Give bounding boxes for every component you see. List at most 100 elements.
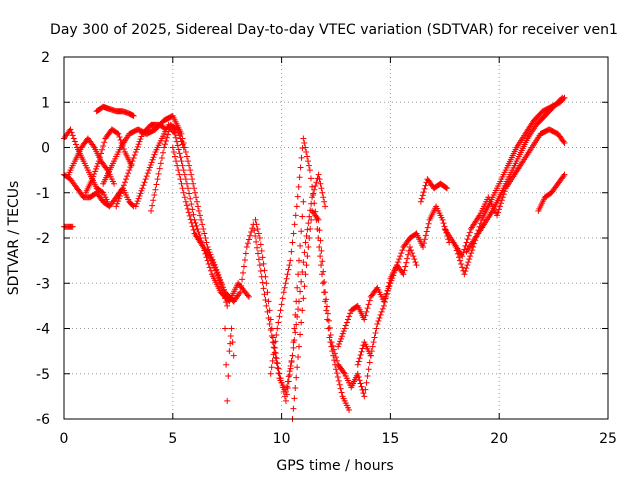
data-point xyxy=(373,325,380,332)
data-point xyxy=(186,162,193,169)
data-point xyxy=(119,185,126,192)
data-point xyxy=(421,185,428,192)
data-point xyxy=(238,282,245,289)
data-point xyxy=(324,310,331,317)
data-point xyxy=(165,128,172,135)
series-track-23 xyxy=(61,223,76,230)
data-point xyxy=(261,267,268,274)
data-point xyxy=(295,306,302,313)
x-tick-label: 10 xyxy=(273,431,291,447)
data-point xyxy=(197,212,203,219)
data-point xyxy=(162,141,169,148)
data-point xyxy=(328,339,335,346)
data-point xyxy=(128,161,135,168)
data-point xyxy=(257,241,264,248)
data-point xyxy=(273,331,280,338)
data-point xyxy=(242,250,249,257)
data-point xyxy=(382,295,389,302)
data-point xyxy=(240,269,247,276)
data-point xyxy=(210,262,217,269)
data-point xyxy=(320,194,327,201)
data-points xyxy=(61,94,568,422)
series-track-17 xyxy=(354,203,453,368)
data-point xyxy=(297,288,304,295)
series-track-13 xyxy=(252,198,307,404)
data-point xyxy=(288,359,295,366)
data-point xyxy=(194,203,201,210)
data-point xyxy=(131,152,138,159)
data-point xyxy=(239,276,246,283)
data-point xyxy=(315,216,322,223)
data-point xyxy=(380,302,387,309)
data-point xyxy=(127,164,134,171)
data-point xyxy=(296,174,303,181)
data-point xyxy=(319,271,326,278)
data-point xyxy=(331,357,338,364)
data-point xyxy=(321,198,328,205)
data-point xyxy=(117,190,124,197)
data-point xyxy=(225,373,232,380)
data-point xyxy=(498,197,505,204)
data-point xyxy=(151,192,158,199)
data-point xyxy=(254,244,261,251)
data-point xyxy=(182,176,189,183)
data-point xyxy=(322,203,329,210)
y-tick-label: -2 xyxy=(36,231,50,247)
data-point xyxy=(462,242,469,249)
data-point xyxy=(130,112,137,119)
data-point xyxy=(129,202,136,209)
data-point xyxy=(223,299,230,306)
data-point xyxy=(187,167,194,174)
data-point xyxy=(202,235,209,241)
data-point xyxy=(329,342,336,349)
data-point xyxy=(138,133,145,140)
data-point xyxy=(386,279,393,286)
data-point xyxy=(365,366,372,373)
data-point xyxy=(150,154,157,161)
data-point xyxy=(285,373,292,380)
data-point xyxy=(354,370,361,377)
data-point xyxy=(292,212,299,219)
data-point xyxy=(326,334,333,341)
data-point xyxy=(298,278,305,285)
data-point xyxy=(142,176,149,183)
data-point xyxy=(175,167,182,174)
y-tick-label: -5 xyxy=(36,367,50,383)
data-point xyxy=(263,280,270,287)
data-point xyxy=(300,135,307,142)
data-point xyxy=(419,192,426,199)
data-point xyxy=(169,144,176,151)
data-point xyxy=(357,380,364,387)
data-point xyxy=(302,239,309,246)
data-point xyxy=(420,244,427,251)
data-point xyxy=(289,352,296,359)
data-point xyxy=(206,264,213,271)
data-point xyxy=(403,259,410,266)
data-point xyxy=(322,289,329,296)
data-point xyxy=(376,314,383,321)
data-point xyxy=(193,194,200,201)
data-point xyxy=(244,292,251,299)
data-point xyxy=(460,249,467,256)
data-point xyxy=(285,266,292,273)
data-point xyxy=(117,136,124,143)
data-point xyxy=(148,207,155,214)
data-point xyxy=(243,244,250,251)
data-point xyxy=(283,391,290,398)
data-point xyxy=(310,192,317,199)
data-point xyxy=(170,149,177,156)
y-tick-label: -3 xyxy=(36,276,50,292)
y-tick-label: 2 xyxy=(41,50,50,66)
data-point xyxy=(138,187,145,194)
data-point xyxy=(558,95,565,102)
data-point xyxy=(91,171,98,178)
data-point xyxy=(152,186,159,193)
data-point xyxy=(372,330,379,337)
data-point xyxy=(358,348,365,355)
data-point xyxy=(408,247,415,254)
data-point xyxy=(222,295,229,302)
data-point xyxy=(178,158,185,165)
data-point xyxy=(217,280,224,287)
data-point xyxy=(371,334,378,341)
data-point xyxy=(179,162,186,169)
